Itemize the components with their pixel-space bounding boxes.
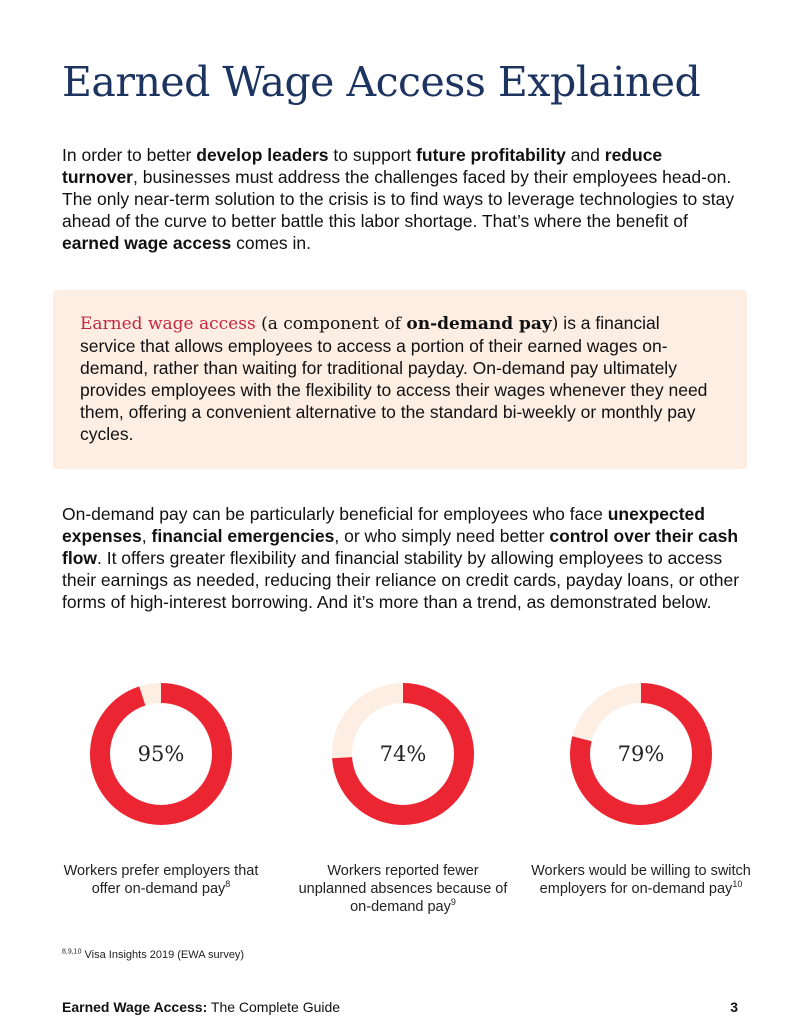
intro-text: In order to better (62, 145, 197, 165)
intro-text: comes in. (231, 233, 312, 253)
footnote-ref: 8 (225, 879, 231, 890)
stat-caption-text: Workers would be willing to switch emplo… (531, 863, 751, 897)
callout-paren-close: ) (551, 314, 559, 334)
footnote-refs: 8,9,10 (62, 948, 82, 956)
benefits-text: , (141, 526, 152, 546)
footnote: 8,9,10 Visa Insights 2019 (EWA survey) (62, 948, 245, 961)
intro-text: , businesses must address the challenges… (62, 167, 735, 231)
stat-card: 74% Workers reported fewer unplanned abs… (293, 683, 513, 923)
footer-guide-title: Earned Wage Access: The Complete Guide (62, 999, 340, 1015)
benefits-paragraph: On-demand pay can be particularly benefi… (62, 503, 742, 613)
benefits-text: . It offers greater flexibility and fina… (62, 548, 740, 612)
stat-card: 79% Workers would be willing to switch e… (531, 683, 751, 923)
donut-value-arc (90, 683, 232, 825)
benefits-emphasis-financial-emergencies: financial emergencies (151, 526, 335, 546)
footnote-ref: 9 (450, 897, 456, 908)
donut-chart: 74% (332, 683, 474, 825)
donut-chart: 79% (570, 683, 712, 825)
intro-text: to support (328, 145, 417, 165)
intro-text: and (565, 145, 605, 165)
stat-percentage: 74% (379, 742, 427, 766)
definition-text: Earned wage access (a component of on-de… (80, 312, 710, 445)
footer-title-bold: Earned Wage Access: (62, 999, 208, 1015)
intro-paragraph: In order to better develop leaders to su… (62, 144, 742, 254)
stat-percentage: 95% (137, 742, 185, 766)
stat-card: 95% Workers prefer employers that offer … (51, 683, 271, 923)
benefits-emphasis-unexpected-expenses: unexpected expenses (62, 504, 705, 546)
stat-caption-text: Workers prefer employers that offer on-d… (63, 863, 259, 897)
donut-ring (90, 683, 232, 825)
stat-caption: Workers reported fewer unplanned absence… (293, 862, 513, 916)
intro-emphasis-reduce-turnover: reduce turnover (62, 145, 663, 187)
intro-emphasis-earned-wage-access: earned wage access (62, 233, 232, 253)
page-title: Earned Wage Access Explained (62, 58, 701, 106)
footnote-ref: 10 (732, 879, 743, 890)
donut-ring (332, 683, 474, 825)
callout-body: is a financial service that allows emplo… (80, 313, 708, 444)
stat-caption: Workers prefer employers that offer on-d… (51, 862, 271, 898)
stat-percentage: 79% (617, 742, 665, 766)
benefits-emphasis-cash-flow: control over their cash flow (62, 526, 739, 568)
stat-caption-text: Workers reported fewer unplanned absence… (298, 863, 508, 915)
page-number: 3 (730, 999, 738, 1015)
donut-value-arc (332, 683, 474, 825)
benefits-text: On-demand pay can be particularly benefi… (62, 504, 608, 524)
donut-ring (570, 683, 712, 825)
definition-callout: Earned wage access (a component of on-de… (53, 290, 747, 469)
intro-emphasis-future-profitability: future profitability (416, 145, 566, 165)
callout-term: Earned wage access (80, 314, 256, 334)
callout-term-on-demand-pay: on-demand pay (406, 314, 552, 334)
callout-paren-open: (a component of (255, 314, 407, 334)
donut-value-arc (570, 683, 712, 825)
intro-emphasis-develop-leaders: develop leaders (196, 145, 329, 165)
benefits-text: , or who simply need better (334, 526, 550, 546)
stat-caption: Workers would be willing to switch emplo… (531, 862, 751, 898)
footer-title-text: The Complete Guide (207, 999, 341, 1015)
footnote-source: Visa Insights 2019 (EWA survey) (81, 949, 245, 961)
donut-chart: 95% (90, 683, 232, 825)
